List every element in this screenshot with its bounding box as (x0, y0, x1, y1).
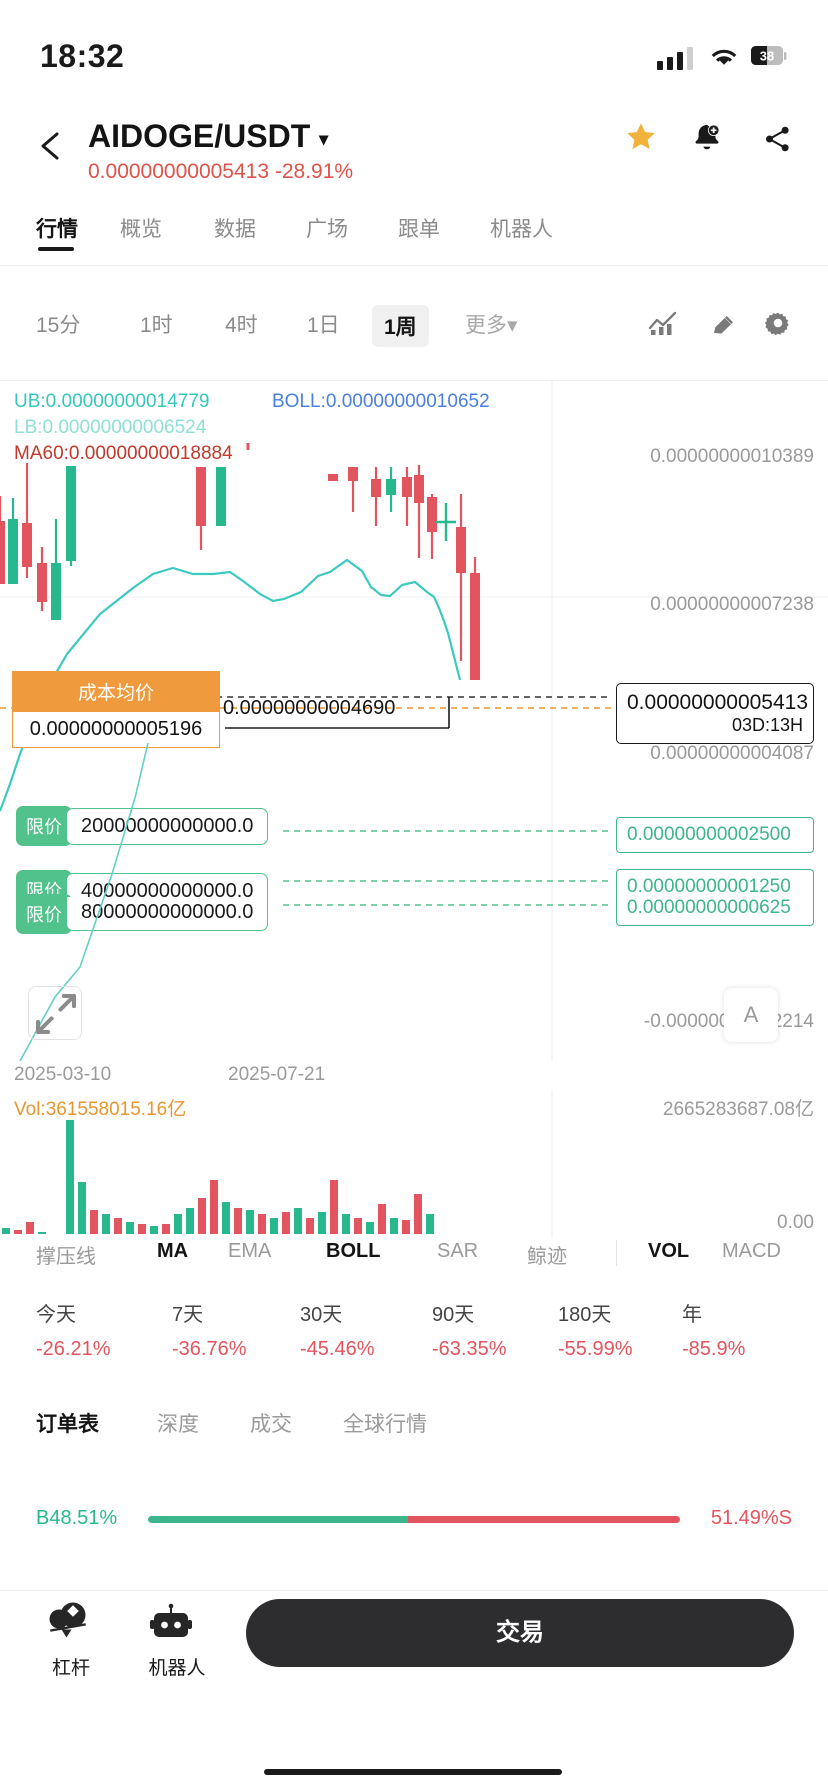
svg-text:38: 38 (760, 49, 774, 64)
